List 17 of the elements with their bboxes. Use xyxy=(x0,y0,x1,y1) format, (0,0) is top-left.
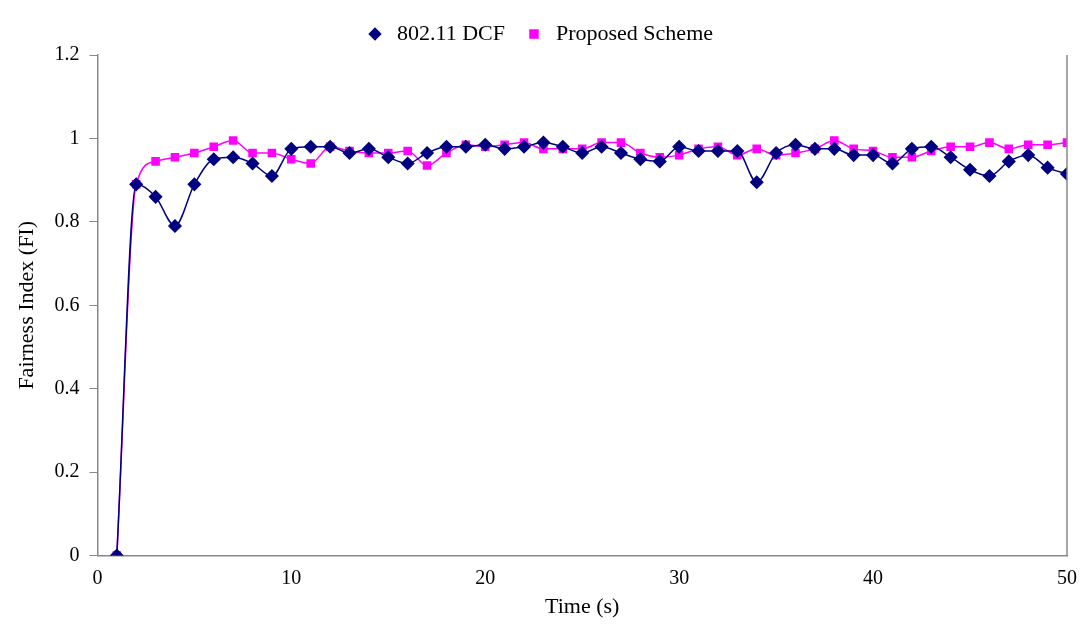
x-tick-label: 20 xyxy=(475,565,496,588)
x-tick-label: 10 xyxy=(281,565,302,588)
y-tick-label: 0.6 xyxy=(54,292,80,315)
legend-label: 802.11 DCF xyxy=(397,19,505,45)
y-tick-label: 0 xyxy=(69,542,80,565)
x-tick-label: 0 xyxy=(92,565,103,588)
x-tick-label: 50 xyxy=(1057,565,1077,588)
y-tick-label: 1.2 xyxy=(54,42,80,65)
legend-label: Proposed Scheme xyxy=(555,19,714,45)
y-tick-label: 0.2 xyxy=(54,459,80,482)
y-tick-label: 0.4 xyxy=(54,375,80,398)
y-tick-label: 0.8 xyxy=(54,209,80,232)
x-tick-label: 40 xyxy=(863,565,884,588)
x-tick-label: 30 xyxy=(669,565,690,588)
x-axis-title: Time (s) xyxy=(545,592,620,618)
y-tick-label: 1 xyxy=(69,125,80,148)
y-axis-title: Fairness Index (FI) xyxy=(12,220,38,390)
